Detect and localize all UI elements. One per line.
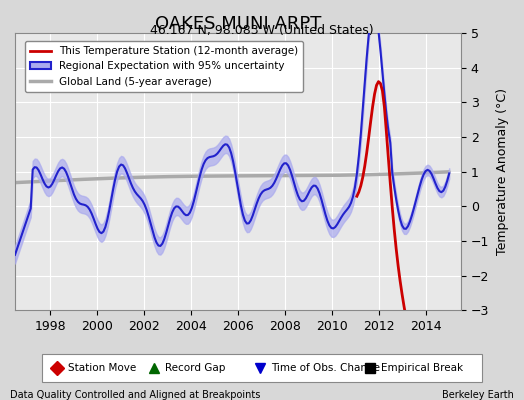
Legend: This Temperature Station (12-month average), Regional Expectation with 95% uncer: This Temperature Station (12-month avera… [25,41,303,92]
Text: Berkeley Earth: Berkeley Earth [442,390,514,400]
Text: Time of Obs. Change: Time of Obs. Change [271,363,380,373]
Text: 46.167 N, 98.083 W (United States): 46.167 N, 98.083 W (United States) [150,24,374,37]
Text: Data Quality Controlled and Aligned at Breakpoints: Data Quality Controlled and Aligned at B… [10,390,261,400]
Text: Empirical Break: Empirical Break [381,363,463,373]
Title: OAKES MUNI ARPT: OAKES MUNI ARPT [155,15,321,33]
Text: Record Gap: Record Gap [165,363,225,373]
Text: Station Move: Station Move [68,363,137,373]
FancyBboxPatch shape [42,354,482,382]
Y-axis label: Temperature Anomaly (°C): Temperature Anomaly (°C) [496,88,509,255]
